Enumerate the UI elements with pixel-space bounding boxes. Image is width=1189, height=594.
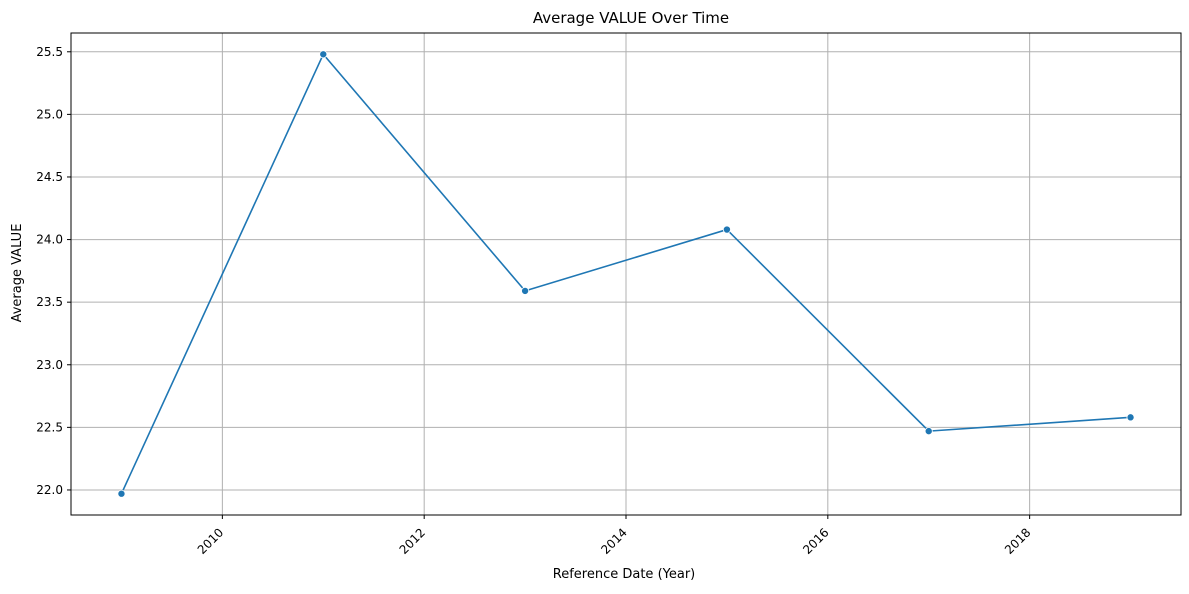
y-tick-label: 25.5: [36, 45, 63, 59]
x-axis-label: Reference Date (Year): [553, 567, 695, 582]
y-tick-label: 25.0: [36, 107, 63, 121]
data-point: [1126, 413, 1135, 422]
y-tick-label: 22.5: [36, 420, 63, 434]
series-layer: [117, 50, 1135, 498]
y-tick-label: 24.0: [36, 233, 63, 247]
y-tick-label: 23.0: [36, 358, 63, 372]
data-point: [117, 489, 126, 498]
series-line: [120, 53, 1132, 495]
y-tick-label: 22.0: [36, 483, 63, 497]
y-axis-ticks: 22.0 22.5 23.0 23.5 24.0 24.5 25.0 25.5: [36, 45, 71, 497]
y-tick-label: 24.5: [36, 170, 63, 184]
grid-lines: [71, 33, 1181, 515]
chart-title: Average VALUE Over Time: [533, 9, 729, 27]
data-point: [722, 225, 731, 234]
data-point: [924, 427, 933, 436]
data-point: [319, 50, 328, 59]
y-tick-label: 23.5: [36, 295, 63, 309]
data-point: [521, 286, 530, 295]
y-axis-label: Average VALUE: [10, 224, 25, 323]
